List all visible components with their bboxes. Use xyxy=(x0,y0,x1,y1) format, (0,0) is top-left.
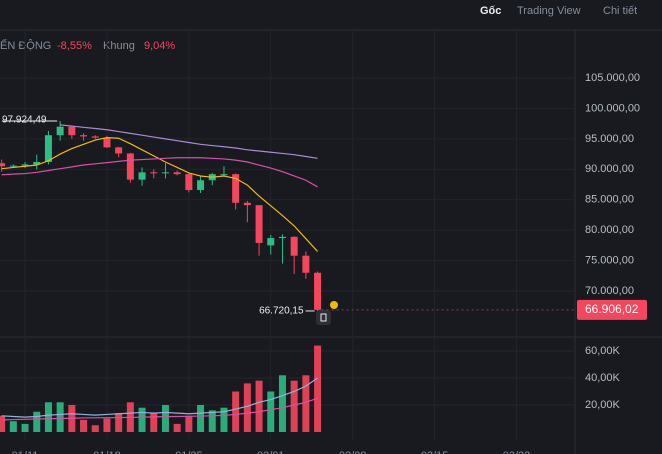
stat-label: ẾN ĐỘNG xyxy=(0,39,51,52)
volume-bar xyxy=(208,410,216,432)
volume-bar xyxy=(56,402,64,432)
event-icon-glyph xyxy=(320,313,327,322)
candle-body xyxy=(161,172,169,174)
candle-body xyxy=(220,174,228,176)
candle-body xyxy=(0,163,6,167)
x-tick-label: 02/08 xyxy=(339,450,367,454)
candle-body xyxy=(197,180,205,190)
volume-tick-label: 40,00K xyxy=(585,372,621,384)
volume-bar xyxy=(255,380,263,432)
candle-body xyxy=(115,147,123,154)
tab[interactable]: Gốc xyxy=(480,5,501,17)
tab[interactable]: Trading View xyxy=(517,5,581,17)
current-price-box xyxy=(577,299,647,320)
x-tick-label: 01/25 xyxy=(175,450,203,454)
volume-bar xyxy=(103,418,111,432)
event-icon[interactable] xyxy=(316,310,331,325)
candle-body xyxy=(290,236,298,256)
x-tick-label: 02/01 xyxy=(257,450,285,454)
volume-bar xyxy=(290,380,298,432)
candle-body xyxy=(80,135,88,137)
volume-bar xyxy=(278,375,286,432)
volume-bar xyxy=(115,413,123,432)
y-tick-label: 75.000,00 xyxy=(585,254,634,266)
candle-body xyxy=(150,172,158,174)
stat-value: -8,55% xyxy=(57,40,92,52)
moving-average xyxy=(1,157,318,188)
y-tick-label: 105.000,00 xyxy=(585,72,640,84)
candle-body xyxy=(33,161,41,165)
moving-average xyxy=(60,124,318,159)
candle-body xyxy=(267,238,275,246)
candle-body xyxy=(9,165,17,167)
event-dot[interactable] xyxy=(330,301,338,309)
candle-body xyxy=(91,136,99,138)
y-tick-label: 90.000,00 xyxy=(585,163,634,175)
y-tick-label: 70.000,00 xyxy=(585,285,634,297)
candle-body xyxy=(56,126,64,136)
volume-bar xyxy=(173,423,181,432)
candle-body xyxy=(44,135,52,162)
candle-body xyxy=(103,137,111,148)
volume-bar xyxy=(33,411,41,432)
tab[interactable]: Chi tiết xyxy=(603,5,637,17)
candle-body xyxy=(21,164,29,166)
volume-bar xyxy=(185,415,193,432)
y-tick-label: 95.000,00 xyxy=(585,133,634,145)
current-price-label: 66.906,02 xyxy=(585,302,639,316)
volume-bar xyxy=(0,415,6,432)
low-label: 66.720,15 xyxy=(259,306,304,317)
candle-body xyxy=(126,153,134,180)
volume-bar xyxy=(267,391,275,432)
volume-tick-label: 20,00K xyxy=(585,399,621,411)
candle-body xyxy=(314,272,322,310)
candle-body xyxy=(278,236,286,239)
volume-bar xyxy=(80,419,88,432)
volume-bar xyxy=(302,375,310,432)
volume-bar xyxy=(197,404,205,432)
x-tick-label: 01/11 xyxy=(12,450,39,454)
stat-label: Khung xyxy=(103,40,135,52)
volume-bar xyxy=(232,391,240,432)
volume-bar xyxy=(91,425,99,432)
x-tick-label: 01/18 xyxy=(93,450,121,454)
volume-bar xyxy=(150,413,158,432)
stat-value: 9,04% xyxy=(144,40,175,52)
candle-body xyxy=(185,174,193,190)
candle-body xyxy=(255,205,263,243)
candle-body xyxy=(243,202,251,206)
x-tick-label: 02/22 xyxy=(503,450,531,454)
candle-body xyxy=(138,172,146,180)
high-label: 97.924,49 xyxy=(2,115,47,126)
y-tick-label: 100.000,00 xyxy=(585,102,640,114)
y-tick-label: 80.000,00 xyxy=(585,224,634,236)
volume-bar xyxy=(44,402,52,432)
candle-body xyxy=(232,174,240,203)
volume-moving-average xyxy=(1,377,318,418)
candle-body xyxy=(68,126,76,136)
volume-bar xyxy=(9,421,17,432)
volume-bar xyxy=(314,345,322,432)
volume-moving-average xyxy=(1,397,318,421)
volume-tick-label: 60,00K xyxy=(585,345,621,357)
candle-body xyxy=(302,255,310,273)
volume-bar xyxy=(138,407,146,432)
volume-bar xyxy=(243,383,251,432)
volume-bar xyxy=(161,404,169,432)
volume-bar xyxy=(21,423,29,432)
candle-body xyxy=(173,172,181,175)
volume-bar xyxy=(220,407,228,432)
x-tick-label: 02/15 xyxy=(421,450,449,454)
y-tick-label: 85.000,00 xyxy=(585,194,634,206)
